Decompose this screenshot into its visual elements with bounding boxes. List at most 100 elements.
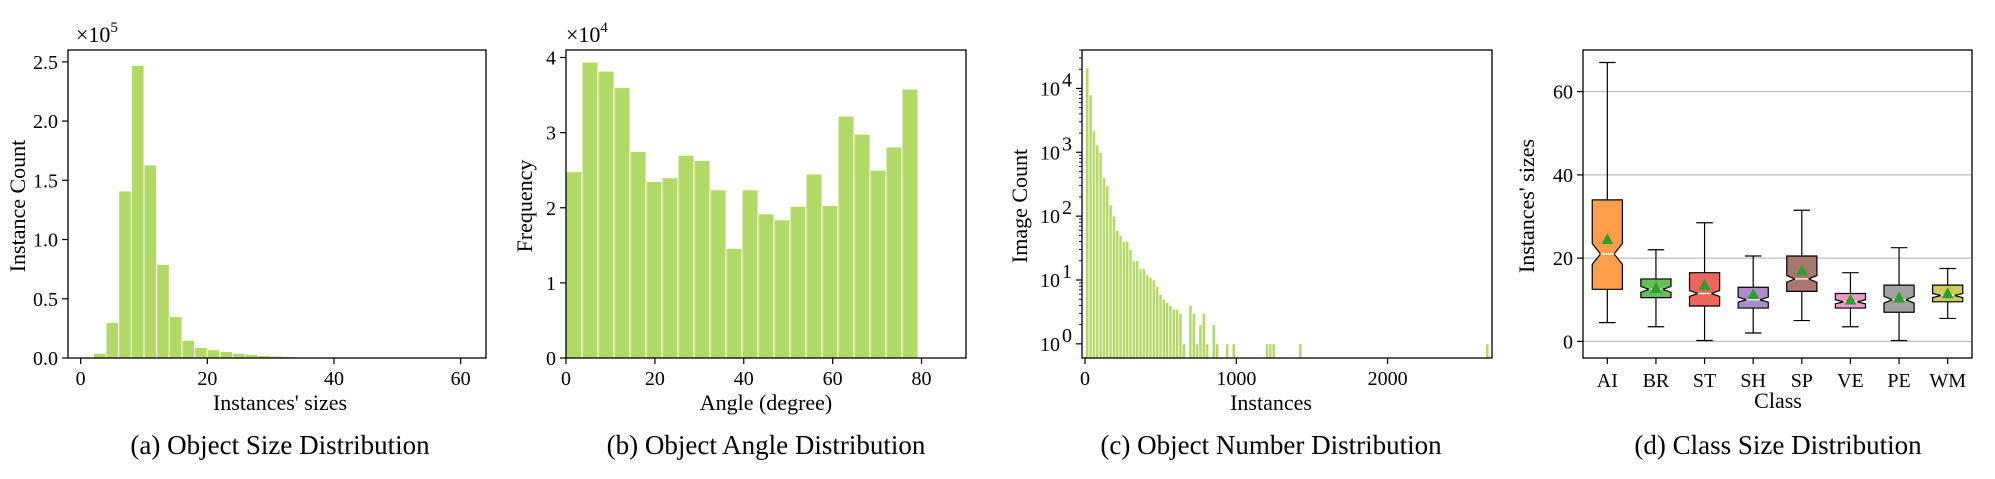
angle-bar: [837, 115, 855, 359]
number-bar: [1148, 276, 1153, 359]
angle-xtick-label: 80: [912, 368, 932, 390]
number-bar: [1485, 343, 1490, 359]
number-bar: [1195, 343, 1200, 359]
angle-bar: [741, 189, 759, 359]
size-ytick-label: 1.0: [33, 230, 58, 252]
number-bar: [1161, 298, 1166, 359]
size-bar: [118, 190, 132, 359]
number-ytick-exp: 3: [1062, 133, 1072, 155]
angle-ylabel: Frequency: [512, 160, 537, 253]
number-bar: [1158, 293, 1163, 359]
size-ylabel: Instance Count: [5, 140, 30, 273]
number-bar: [1095, 144, 1100, 359]
angle-xtick-label: 40: [734, 368, 754, 390]
size-bar: [181, 339, 196, 359]
number-xtick-label: 1000: [1216, 368, 1256, 390]
size-bar: [168, 316, 183, 359]
angle-bar: [661, 177, 679, 359]
angle-bar: [773, 219, 791, 359]
angle-bar: [645, 180, 663, 359]
size-bar: [143, 164, 158, 359]
number-xtick-label: 2000: [1368, 368, 1408, 390]
number-bar: [1138, 268, 1143, 359]
angle-bar: [789, 205, 807, 359]
size-bar: [156, 263, 170, 359]
number-bar: [1264, 343, 1270, 359]
number-ytick-label: 10: [1040, 206, 1060, 228]
class-ytick-label: 20: [1553, 248, 1573, 270]
panel-number-distribution: 10 010 110 210 310 40 1000 2000 Instances Image…: [1007, 49, 1493, 460]
size-axes-frame: [67, 49, 487, 359]
angle-ytick-label: 1: [546, 273, 556, 295]
size-ytick-label: 1.5: [33, 170, 58, 192]
number-bar: [1131, 260, 1136, 359]
class-xlabel: Class: [1754, 388, 1802, 413]
number-bar: [1268, 343, 1273, 359]
number-bar: [1085, 67, 1090, 359]
class-xtick-label: PE: [1887, 370, 1910, 392]
panel-class-size-distribution: AI BR ST SH SP VE PE WM 0 20 40 60 Class Instances'…: [1514, 49, 1973, 460]
angle-ytick-label: 4: [546, 48, 556, 70]
class-xtick-label: BR: [1643, 370, 1670, 392]
number-bar: [1191, 312, 1196, 359]
number-bar: [1091, 130, 1097, 359]
number-bar: [1111, 215, 1116, 359]
size-multiplier: ×105: [76, 20, 118, 47]
size-ytick-label: 0.0: [33, 348, 58, 370]
angle-bar: [629, 150, 647, 359]
number-ytick-label: 10: [1040, 142, 1060, 164]
angle-xtick-label: 0: [561, 368, 571, 390]
angle-bar: [805, 173, 823, 359]
class-mean-marker: [1601, 233, 1614, 245]
angle-bar: [597, 70, 615, 359]
size-bar: [194, 346, 208, 359]
number-xlabel: Instances: [1230, 390, 1312, 415]
class-xtick-label: ST: [1693, 370, 1716, 392]
class-ytick-label: 60: [1553, 82, 1573, 104]
angle-bar: [693, 159, 711, 359]
angle-xtick-label: 20: [645, 368, 665, 390]
size-bar: [92, 352, 107, 359]
size-bar: [232, 352, 246, 359]
size-xtick-label: 0: [76, 368, 86, 390]
angle-xlabel: Angle (degree): [700, 390, 833, 415]
number-caption: (c) Object Number Distribution: [1100, 430, 1442, 460]
number-bar: [1155, 285, 1160, 359]
size-ytick-label: 2.5: [33, 52, 58, 74]
number-bar: [1098, 151, 1103, 359]
angle-bar: [677, 154, 695, 359]
number-bar: [1205, 343, 1210, 359]
angle-bar: [869, 169, 887, 359]
number-bar: [1101, 177, 1107, 359]
number-bar: [1215, 343, 1220, 359]
angle-ytick-label: 2: [546, 198, 556, 220]
class-xtick-label: SP: [1791, 370, 1813, 392]
class-box-ai: [1591, 199, 1623, 290]
number-bar: [1188, 304, 1193, 359]
class-ylabel: Instances' sizes: [1514, 139, 1539, 273]
class-mean-marker: [1747, 288, 1760, 300]
size-ytick-label: 2.0: [33, 111, 58, 133]
number-bar: [1298, 343, 1303, 359]
number-bar: [1181, 343, 1186, 359]
number-bar: [1118, 234, 1123, 359]
number-bar: [1121, 241, 1126, 359]
angle-ytick-label: 3: [546, 123, 556, 145]
number-bar: [1201, 312, 1206, 359]
class-mean-marker: [1893, 291, 1906, 303]
angle-bar: [821, 205, 839, 359]
number-bar: [1141, 268, 1146, 359]
size-histogram-plot: 0.0 0.5 1.0 1.5 2.0 2.5 0 20 40 60: [33, 49, 487, 390]
number-bar: [1231, 343, 1236, 359]
number-ytick-label: 10: [1040, 334, 1060, 356]
size-xtick-label: 60: [451, 368, 471, 390]
number-bar: [1175, 308, 1180, 359]
number-ytick-exp: 1: [1062, 261, 1072, 283]
size-xlabel: Instances' sizes: [213, 390, 347, 415]
class-axes-frame: [1582, 49, 1973, 359]
class-ytick-label: 0: [1563, 331, 1573, 353]
class-mean-marker: [1698, 279, 1711, 290]
number-xtick-label: 0: [1080, 368, 1090, 390]
